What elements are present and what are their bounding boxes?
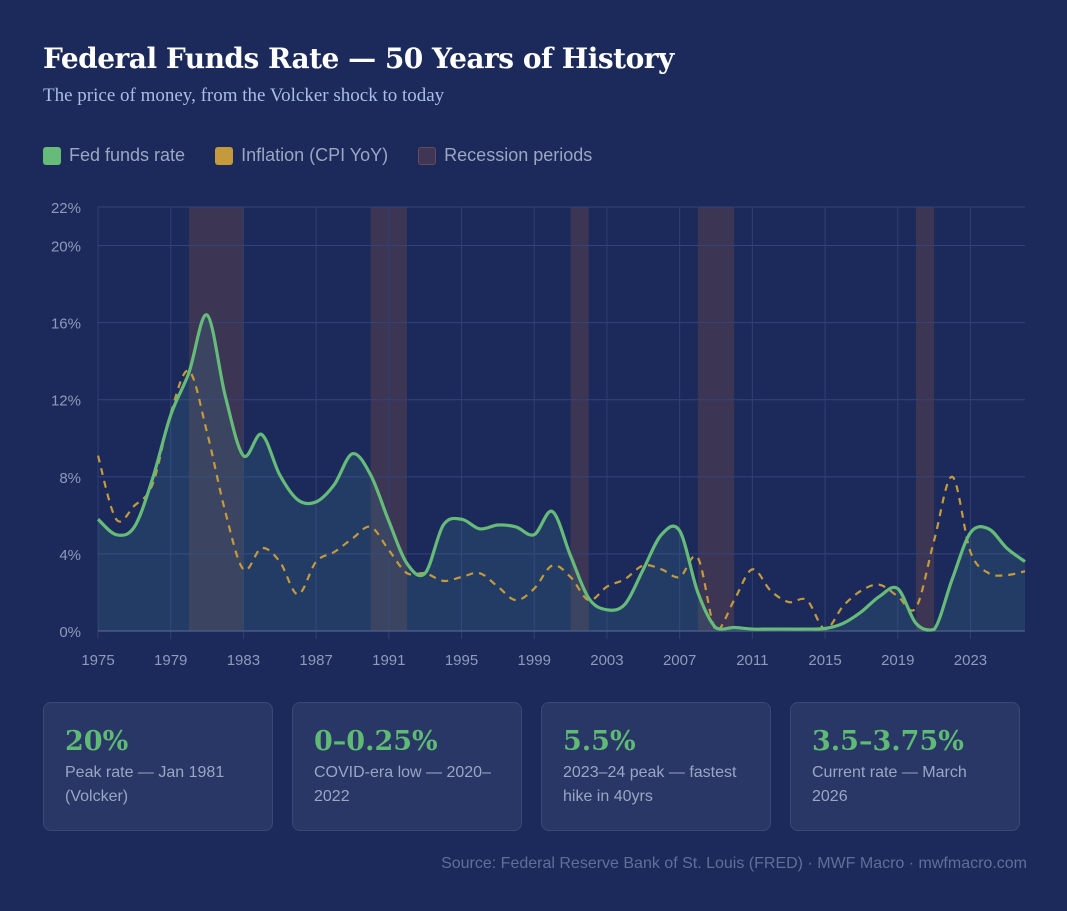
fed-funds-area [98,314,1025,631]
source-footer: Source: Federal Reserve Bank of St. Loui… [441,855,1027,872]
stat-label: Current rate — March 2026 [812,764,967,805]
y-tick-label: 4% [59,547,81,564]
y-tick-label: 0% [59,624,81,641]
stat-card-covid-low: 0–0.25% COVID-era low — 2020–2022 [292,702,522,831]
recession-band [570,207,589,631]
legend-swatch-recession [418,146,437,165]
x-tick-label: 1983 [227,652,260,669]
x-tick-label: 2011 [736,652,768,669]
stat-label: COVID-era low — 2020–2022 [314,764,491,805]
stat-cards: 20% Peak rate — Jan 1981 (Volcker) 0–0.2… [43,702,1020,831]
x-tick-label: 2023 [954,652,987,669]
x-tick-label: 2019 [881,652,914,669]
x-tick-label: 1987 [299,652,332,669]
x-tick-label: 2007 [663,652,696,669]
legend-label: Inflation (CPI YoY) [241,145,389,165]
recession-band [697,207,735,631]
x-tick-label: 2003 [590,652,623,669]
legend-item-recession: Recession periods [418,145,592,166]
inflation-line [96,369,1026,633]
stat-card-peak: 20% Peak rate — Jan 1981 (Volcker) [43,702,273,831]
fed-funds-line [96,313,1026,632]
legend-item-inflation: Inflation (CPI YoY) [215,145,388,166]
x-tick-label: 2015 [808,652,841,669]
stat-card-2023-peak: 5.5% 2023–24 peak — fastest hike in 40yr… [541,702,771,831]
legend-swatch-inflation [215,146,234,165]
x-tick-label: 1999 [518,652,551,669]
legend-item-fed-funds: Fed funds rate [43,145,185,166]
y-tick-label: 8% [59,470,81,487]
x-tick-label: 1995 [445,652,478,669]
stat-value: 5.5% [563,726,636,757]
x-tick-label: 1991 [372,652,405,669]
stat-label: 2023–24 peak — fastest hike in 40yrs [563,764,737,805]
stat-card-current: 3.5–3.75% Current rate — March 2026 [790,702,1020,831]
page-title: Federal Funds Rate — 50 Years of History [43,42,674,75]
page-subtitle: The price of money, from the Volcker sho… [43,85,445,106]
x-tick-label: 1979 [154,652,187,669]
y-tick-label: 12% [51,393,81,410]
y-tick-label: 22% [51,200,81,217]
line-chart: 0% 4% 8% 12% 16% 20% 22% 1975 1979 1983 1987 1991 19… [51,200,1026,669]
x-tick-label: 1975 [81,652,114,669]
y-tick-label: 16% [51,316,81,333]
legend-swatch-fed-funds [43,146,61,165]
recession-band [915,207,935,631]
legend-label: Fed funds rate [69,145,186,165]
stat-value: 3.5–3.75% [812,726,964,757]
recession-band [188,207,244,631]
stat-value: 20% [65,726,129,757]
legend: Fed funds rate Inflation (CPI YoY) Reces… [43,145,592,166]
y-tick-label: 20% [51,239,81,256]
legend-label: Recession periods [444,145,593,165]
stat-value: 0–0.25% [314,726,438,757]
stat-label: Peak rate — Jan 1981 (Volcker) [65,764,225,805]
